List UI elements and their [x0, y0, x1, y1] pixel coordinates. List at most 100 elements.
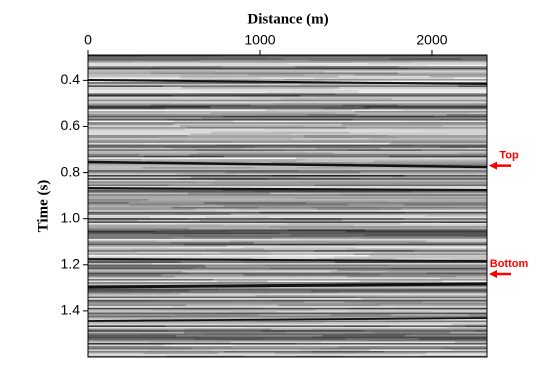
seismic-row	[88, 311, 149, 313]
seismic-row	[188, 227, 281, 230]
seismic-row	[88, 119, 166, 121]
seismic-row	[88, 200, 141, 203]
seismic-row	[233, 344, 325, 347]
seismic-row	[187, 192, 270, 195]
seismic-row	[390, 325, 466, 327]
seismic-row	[305, 213, 396, 215]
seismic-row	[353, 253, 487, 255]
seismic-row	[190, 133, 291, 135]
seismic-row	[205, 333, 344, 335]
seismic-row	[270, 267, 391, 270]
seismic-row	[375, 96, 443, 99]
seismic-row	[276, 311, 351, 313]
seismic-row	[311, 336, 385, 339]
seismic-row	[296, 146, 364, 148]
seismic-row	[251, 271, 331, 273]
seismic-row	[423, 130, 487, 132]
seismic-row	[373, 133, 447, 135]
seismic-row	[414, 232, 487, 235]
seismic-row	[88, 173, 178, 175]
seismic-row	[442, 96, 487, 99]
seismic-row	[88, 291, 172, 294]
seismic-row	[88, 165, 159, 167]
seismic-row	[306, 263, 487, 265]
seismic-row	[305, 151, 369, 153]
seismic-row	[88, 347, 192, 350]
seismic-row	[88, 320, 255, 323]
seismic-row	[179, 186, 332, 188]
seismic-row	[264, 128, 394, 131]
seismic-row	[327, 120, 403, 123]
seismic-row	[88, 325, 166, 327]
seismic-row	[413, 250, 487, 252]
seismic-row	[267, 293, 315, 295]
seismic-row	[168, 247, 245, 249]
seismic-row	[140, 200, 219, 203]
seismic-row	[159, 250, 252, 252]
seismic-row	[158, 165, 220, 167]
seismic-row	[455, 275, 487, 278]
seismic-row	[344, 301, 423, 303]
seismic-row	[198, 296, 357, 299]
seismic-row	[88, 314, 176, 316]
seismic-row	[356, 296, 487, 299]
seismic-row	[296, 157, 420, 159]
seismic-row	[132, 151, 206, 153]
seismic-row	[174, 275, 282, 278]
seismic-row	[188, 154, 244, 156]
seismic-row	[267, 256, 335, 259]
seismic-row	[229, 136, 304, 139]
seismic-row	[88, 69, 266, 71]
seismic-row	[356, 247, 487, 249]
seismic-row	[182, 271, 252, 273]
seismic-row	[347, 275, 456, 278]
seismic-row	[312, 173, 409, 175]
seismic-row	[88, 80, 162, 83]
seismic-row	[216, 64, 328, 67]
seismic-row	[405, 335, 453, 337]
seismic-row	[369, 63, 487, 65]
seismic-row	[231, 75, 338, 78]
seismic-row	[251, 104, 343, 107]
seismic-row	[88, 231, 156, 233]
seismic-row	[342, 219, 487, 222]
seismic-row	[348, 299, 487, 302]
seismic-row	[88, 315, 171, 318]
seismic-row	[222, 66, 296, 68]
seismic-row	[333, 88, 487, 91]
seismic-row	[431, 226, 487, 228]
seismic-row	[88, 138, 161, 140]
seismic-row	[88, 213, 178, 215]
seismic-row	[88, 56, 205, 59]
seismic-row	[218, 288, 315, 291]
seismic-row	[284, 346, 339, 348]
seismic-row	[232, 234, 291, 236]
seismic-row	[301, 349, 370, 351]
seismic-row	[342, 123, 487, 126]
seismic-row	[347, 307, 487, 310]
seismic-row	[473, 227, 487, 230]
reflector	[87, 282, 488, 289]
seismic-row	[244, 247, 357, 249]
seismic-row	[383, 351, 457, 353]
seismic-row	[232, 301, 305, 303]
seismic-row	[263, 61, 352, 63]
seismic-row	[163, 85, 261, 87]
seismic-row	[175, 259, 243, 262]
seismic-row	[195, 269, 338, 271]
seismic-row	[261, 77, 315, 79]
seismic-row	[446, 114, 487, 116]
seismic-row	[176, 98, 281, 100]
seismic-row	[88, 99, 205, 102]
seismic-row	[301, 191, 366, 193]
seismic-row	[329, 242, 407, 244]
seismic-row	[163, 288, 219, 291]
seismic-row	[211, 107, 252, 110]
seismic-row	[382, 320, 487, 323]
annotation-label: Top	[499, 150, 519, 162]
seismic-row	[88, 74, 130, 76]
seismic-row	[377, 103, 470, 105]
seismic-row	[160, 67, 300, 70]
seismic-row	[177, 223, 288, 225]
seismic-row	[432, 311, 487, 313]
